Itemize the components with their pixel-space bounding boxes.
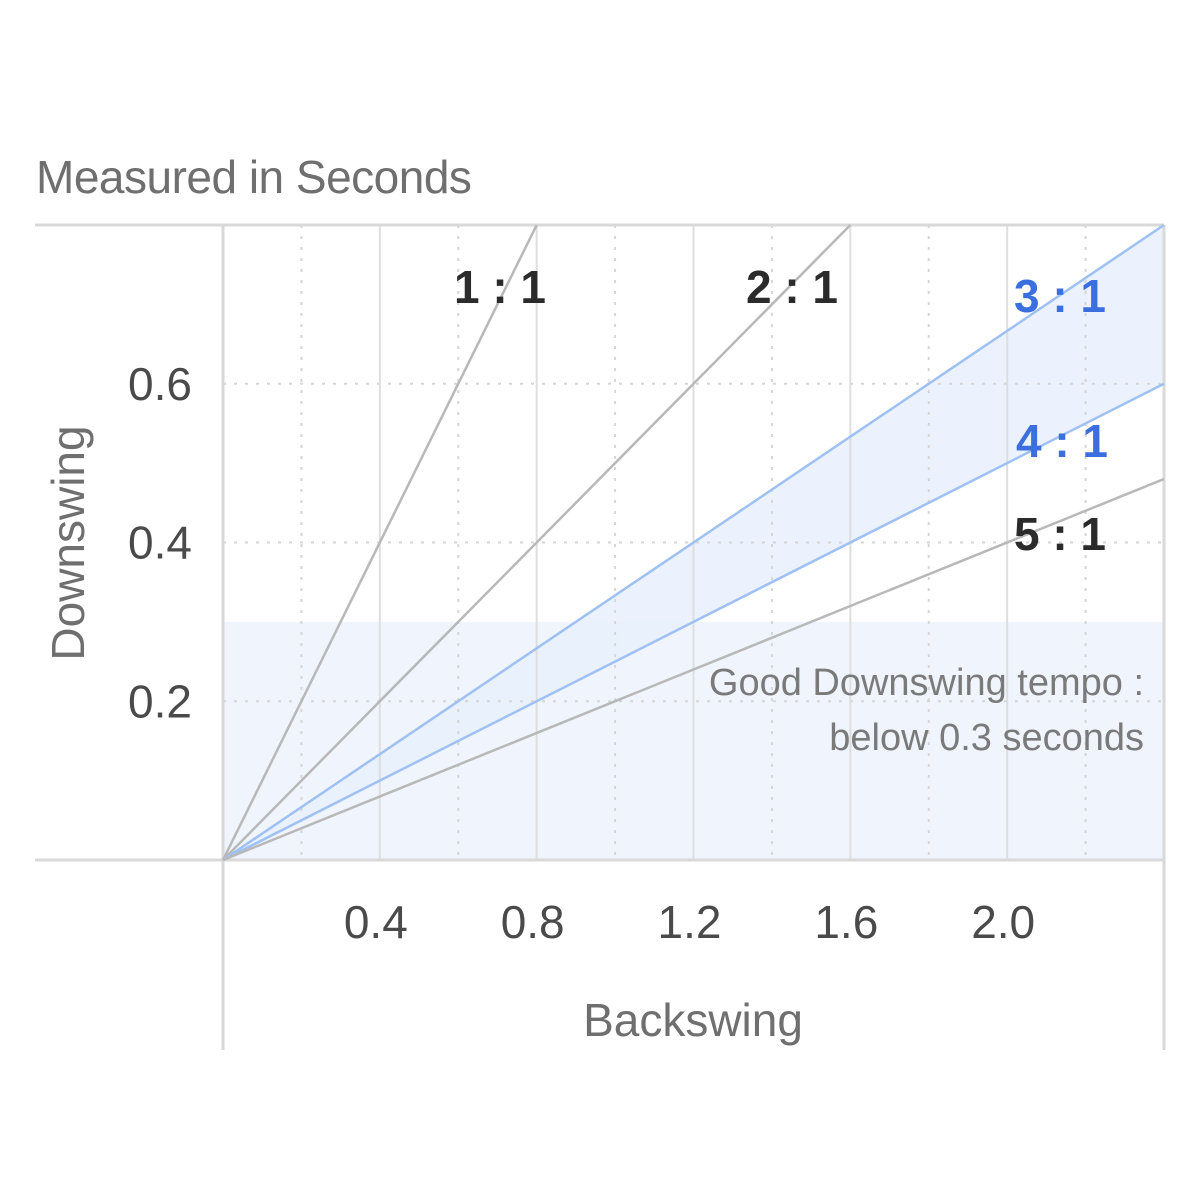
x-axis-title: Backswing: [583, 994, 803, 1046]
ratio-line-1-1: [221, 224, 538, 861]
y-tick-label: 0.6: [128, 358, 192, 410]
ratio-label-1-1: 1 : 1: [454, 261, 546, 313]
y-tick-label: 0.2: [128, 675, 192, 727]
chart-subtitle: Measured in Seconds: [36, 151, 472, 203]
x-tick-label: 0.4: [344, 896, 408, 948]
x-tick-label: 2.0: [971, 896, 1035, 948]
threshold-annotation-line: Good Downswing tempo :: [709, 662, 1144, 704]
ratio-label-2-1: 2 : 1: [746, 261, 838, 313]
ratio-line-5-1: [222, 477, 1165, 862]
ratio-line-2-1: [222, 224, 852, 861]
threshold-annotation-line: below 0.3 seconds: [829, 717, 1144, 759]
labels: 1 : 1 2 : 1 3 : 1 4 : 1 5 : 1 0.4 0.8 1.2 1.6 2.0…: [42, 261, 1144, 1046]
ratio-label-4-1: 4 : 1: [1016, 415, 1108, 467]
y-axis-title: Downswing: [42, 425, 94, 660]
ratio-label-5-1: 5 : 1: [1014, 508, 1106, 560]
ratio-line-4-1: [222, 382, 1165, 862]
x-tick-label: 1.6: [814, 896, 878, 948]
y-tick-label: 0.4: [128, 517, 192, 569]
ratio-lines: [221, 223, 1165, 862]
x-tick-label: 1.2: [658, 896, 722, 948]
ratio-label-3-1: 3 : 1: [1014, 270, 1106, 322]
ratio-line-3-1: [222, 223, 1165, 862]
x-tick-label: 0.8: [501, 896, 565, 948]
